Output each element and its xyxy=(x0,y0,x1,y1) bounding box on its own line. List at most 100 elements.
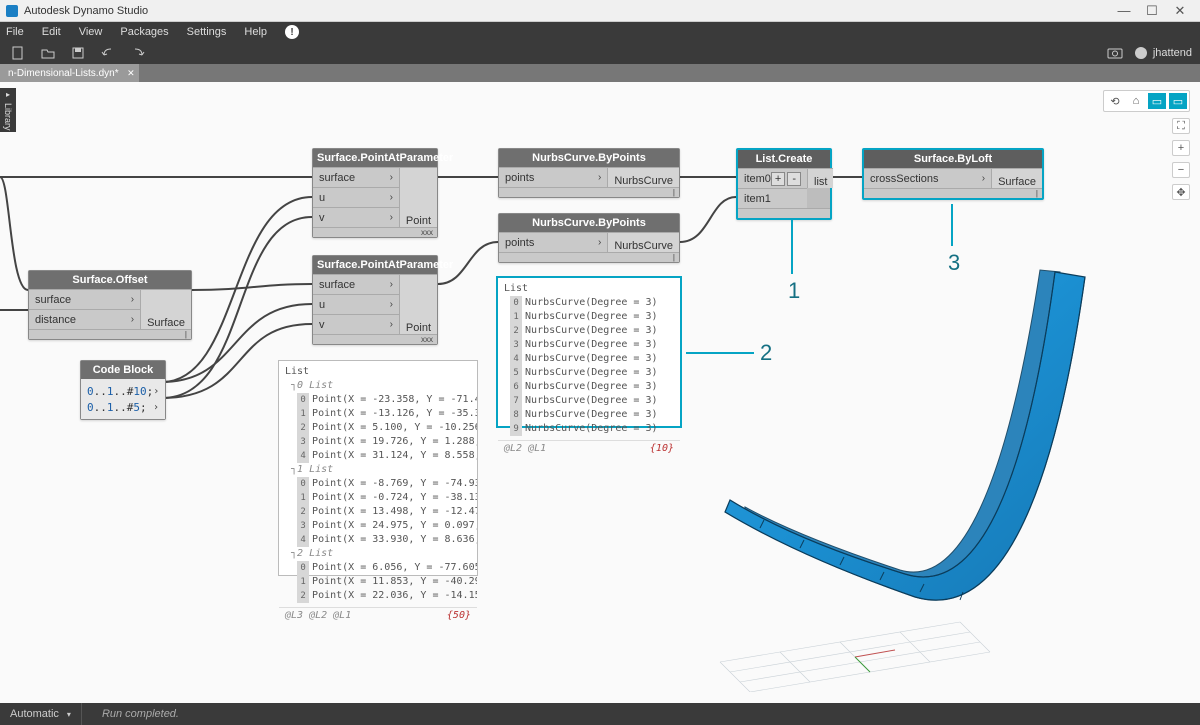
input-port-crosssections[interactable]: crossSections› xyxy=(864,168,991,188)
toolbar: jhattend xyxy=(0,42,1200,64)
user-name: jhattend xyxy=(1153,47,1192,59)
watch-panel-points[interactable]: List ┐0 List 0Point(X = -23.358, Y = -71… xyxy=(278,360,478,576)
output-port-list[interactable]: list xyxy=(807,168,833,188)
menu-bar: File Edit View Packages Settings Help ! xyxy=(0,22,1200,42)
input-port-v[interactable]: v› xyxy=(313,314,399,334)
output-port-surface[interactable]: Surface xyxy=(140,289,191,329)
menu-view[interactable]: View xyxy=(79,26,103,38)
menu-edit[interactable]: Edit xyxy=(42,26,61,38)
node-lacing[interactable]: | xyxy=(499,187,679,197)
input-port-surface[interactable]: surface› xyxy=(313,167,399,187)
nav-both-icon[interactable]: ▭ xyxy=(1169,93,1187,109)
chevron-right-icon: › xyxy=(131,314,134,325)
node-title: Surface.PointAtParameter xyxy=(313,256,437,274)
chevron-right-icon: ▸ xyxy=(4,90,13,99)
node-lacing[interactable]: xxx xyxy=(313,334,437,344)
document-tabbar: n-Dimensional-Lists.dyn* ✕ xyxy=(0,64,1200,82)
document-tab[interactable]: n-Dimensional-Lists.dyn* ✕ xyxy=(0,64,139,82)
graph-canvas[interactable]: ▸ Library Surface.Offset surface› xyxy=(0,82,1200,703)
node-lacing[interactable]: | xyxy=(29,329,191,339)
undo-icon[interactable] xyxy=(98,45,118,61)
node-lacing[interactable]: | xyxy=(864,188,1042,198)
minimize-button[interactable]: — xyxy=(1110,3,1138,18)
window-titlebar: Autodesk Dynamo Studio — ☐ ✕ xyxy=(0,0,1200,22)
tab-close-icon[interactable]: ✕ xyxy=(127,68,135,79)
maximize-button[interactable]: ☐ xyxy=(1138,3,1166,19)
input-port-points[interactable]: points› xyxy=(499,232,607,252)
node-lacing[interactable]: xxx xyxy=(313,227,437,237)
user-account[interactable]: jhattend xyxy=(1135,47,1192,59)
open-file-icon[interactable] xyxy=(38,45,58,61)
node-surface-byloft[interactable]: Surface.ByLoft crossSections› Surface | xyxy=(862,148,1044,200)
run-mode-dropdown[interactable]: Automatic ▾ xyxy=(0,703,82,725)
nav-3d-icon[interactable]: ⟲ xyxy=(1106,93,1124,109)
input-port-surface[interactable]: surface› xyxy=(29,289,140,309)
nav-graph-icon[interactable]: ▭ xyxy=(1148,93,1166,109)
node-nurbscurve-bypoints-2[interactable]: NurbsCurve.ByPoints points› NurbsCurve | xyxy=(498,213,680,263)
input-port-surface[interactable]: surface› xyxy=(313,274,399,294)
document-tab-label: n-Dimensional-Lists.dyn* xyxy=(8,68,119,79)
node-title: Code Block xyxy=(81,361,165,379)
watch-count: {10} xyxy=(650,443,674,454)
menu-packages[interactable]: Packages xyxy=(120,26,168,38)
input-port-distance[interactable]: distance› xyxy=(29,309,140,329)
node-title: NurbsCurve.ByPoints xyxy=(499,214,679,232)
watch-content: List ┐0 List 0Point(X = -23.358, Y = -71… xyxy=(279,361,477,607)
input-port-u[interactable]: u› xyxy=(313,294,399,314)
code-body[interactable]: 0..1..#10;› 0..1..#5;› xyxy=(81,379,165,419)
input-port-points[interactable]: points› xyxy=(499,167,607,187)
viewport-controls: ⟲ ⌂ ▭ ▭ ⛶ + − ✥ xyxy=(1103,90,1190,200)
pan-icon[interactable]: ✥ xyxy=(1172,184,1190,200)
zoom-out-icon[interactable]: − xyxy=(1172,162,1190,178)
menu-file[interactable]: File xyxy=(6,26,24,38)
chevron-right-icon: › xyxy=(153,386,159,397)
node-title: Surface.Offset xyxy=(29,271,191,289)
watch-content: List 0NurbsCurve(Degree = 3) 1NurbsCurve… xyxy=(498,278,680,440)
info-icon[interactable]: ! xyxy=(285,25,299,39)
chevron-right-icon: › xyxy=(131,294,134,305)
nav-home-icon[interactable]: ⌂ xyxy=(1127,93,1145,109)
library-panel-toggle[interactable]: ▸ Library xyxy=(0,88,16,132)
node-lacing[interactable]: | xyxy=(499,252,679,262)
user-avatar-icon xyxy=(1135,47,1147,59)
chevron-right-icon: › xyxy=(153,402,159,413)
watch-levels: @L2 @L1 xyxy=(504,443,546,454)
input-port-v[interactable]: v› xyxy=(313,207,399,227)
chevron-down-icon: ▾ xyxy=(67,710,71,719)
output-port-nurbscurve[interactable]: NurbsCurve xyxy=(607,232,679,252)
node-code-block[interactable]: Code Block 0..1..#10;› 0..1..#5;› xyxy=(80,360,166,420)
menu-help[interactable]: Help xyxy=(244,26,267,38)
watch-panel-nurbs[interactable]: List 0NurbsCurve(Degree = 3) 1NurbsCurve… xyxy=(496,276,682,428)
remove-item-button[interactable]: - xyxy=(787,172,801,186)
run-mode-label: Automatic xyxy=(10,708,59,720)
view-mode-toggle: ⟲ ⌂ ▭ ▭ xyxy=(1103,90,1190,112)
watch-levels: @L3 @L2 @L1 xyxy=(285,610,351,621)
input-port-item0[interactable]: item0+- xyxy=(738,168,807,188)
node-list-create[interactable]: List.Create item0+- item1 list xyxy=(736,148,832,220)
node-surface-offset[interactable]: Surface.Offset surface› distance› Surfac… xyxy=(28,270,192,340)
add-item-button[interactable]: + xyxy=(771,172,785,186)
input-port-u[interactable]: u› xyxy=(313,187,399,207)
output-port-point[interactable]: Point xyxy=(399,167,437,227)
output-port-surface[interactable]: Surface xyxy=(991,168,1042,188)
zoom-in-icon[interactable]: + xyxy=(1172,140,1190,156)
menu-settings[interactable]: Settings xyxy=(187,26,227,38)
node-surface-pointatparameter-2[interactable]: Surface.PointAtParameter surface› u› v› … xyxy=(312,255,438,345)
fit-view-icon[interactable]: ⛶ xyxy=(1172,118,1190,134)
status-message: Run completed. xyxy=(82,708,199,720)
input-port-item1[interactable]: item1 xyxy=(738,188,807,208)
node-lacing[interactable] xyxy=(738,208,830,218)
screenshot-icon[interactable] xyxy=(1105,45,1125,61)
node-nurbscurve-bypoints-1[interactable]: NurbsCurve.ByPoints points› NurbsCurve | xyxy=(498,148,680,198)
node-title: Surface.ByLoft xyxy=(864,150,1042,168)
output-port-nurbscurve[interactable]: NurbsCurve xyxy=(607,167,679,187)
save-file-icon[interactable] xyxy=(68,45,88,61)
node-title: List.Create xyxy=(738,150,830,168)
library-label: Library xyxy=(3,103,13,131)
close-button[interactable]: ✕ xyxy=(1166,3,1194,19)
output-port-point[interactable]: Point xyxy=(399,274,437,334)
node-surface-pointatparameter-1[interactable]: Surface.PointAtParameter surface› u› v› … xyxy=(312,148,438,238)
new-file-icon[interactable] xyxy=(8,45,28,61)
redo-icon[interactable] xyxy=(128,45,148,61)
node-title: Surface.PointAtParameter xyxy=(313,149,437,167)
